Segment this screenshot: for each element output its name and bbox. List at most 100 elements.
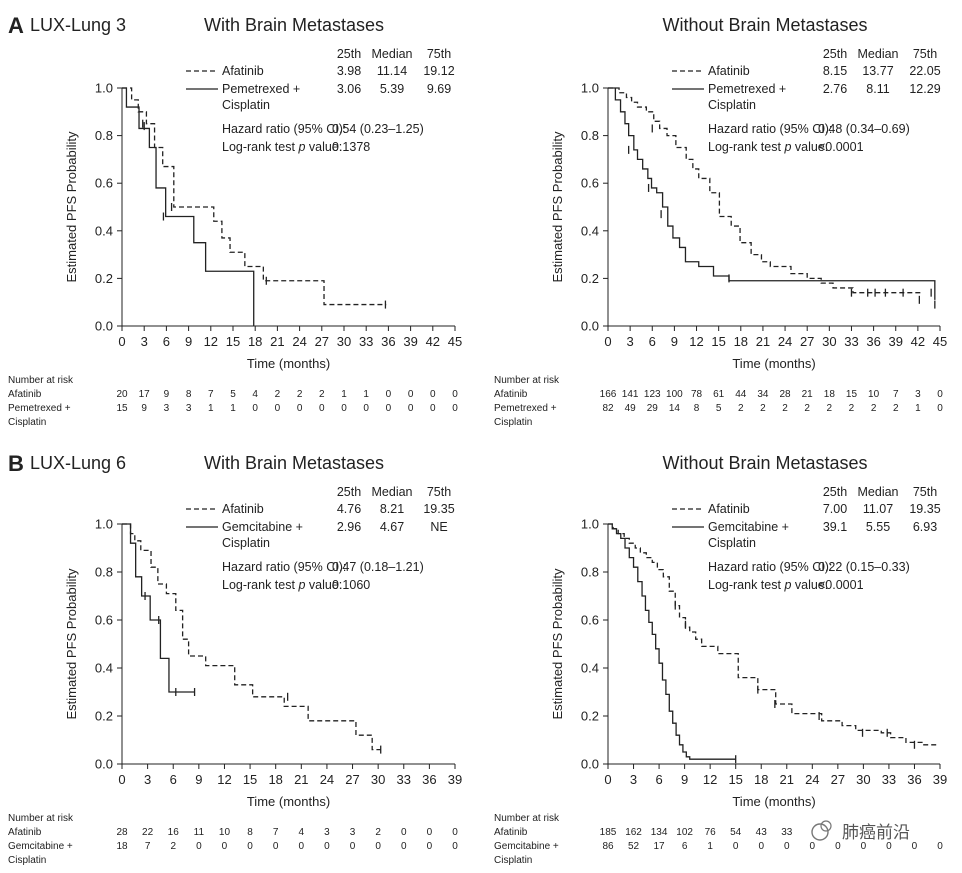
- risk-count: 28: [116, 827, 128, 838]
- legend-value: 5.39: [380, 82, 404, 96]
- risk-count: 0: [937, 841, 943, 852]
- logrank-value: <0.0001: [818, 140, 864, 154]
- x-tick-label: 33: [844, 334, 858, 349]
- risk-count: 2: [170, 841, 176, 852]
- x-tick-label: 3: [627, 334, 634, 349]
- x-tick-label: 45: [933, 334, 947, 349]
- y-tick-label: 0.8: [95, 565, 113, 580]
- x-axis-label: Time (months): [732, 794, 815, 809]
- risk-count: 0: [452, 403, 458, 414]
- legend-label: Afatinib: [708, 502, 750, 516]
- legend-header: 25th: [823, 485, 847, 499]
- risk-count: 0: [401, 827, 407, 838]
- x-tick-label: 9: [681, 772, 688, 787]
- risk-count: 2: [319, 389, 325, 400]
- logrank-value: 0.1060: [332, 578, 370, 592]
- risk-count: 76: [705, 827, 717, 838]
- logrank-label: Log-rank test p value:: [222, 140, 342, 154]
- risk-count: 3: [186, 403, 192, 414]
- risk-row-label: Pemetrexed +: [8, 403, 71, 414]
- risk-count: 33: [781, 827, 793, 838]
- risk-count: 82: [602, 403, 614, 414]
- x-tick-label: 0: [118, 334, 125, 349]
- legend-value: 9.69: [427, 82, 451, 96]
- y-tick-label: 0.4: [95, 223, 113, 238]
- series-line-chemo: [608, 87, 936, 300]
- series-line-afatinib: [122, 87, 387, 306]
- risk-count: 0: [733, 841, 739, 852]
- risk-count: 8: [247, 827, 253, 838]
- km-plot: 0.00.20.40.60.81.00 3 6 9 12 15 18 21 24 27 30 33 36…: [494, 485, 947, 866]
- y-tick-label: 0.4: [581, 223, 599, 238]
- risk-count: 10: [219, 827, 231, 838]
- risk-count: 166: [600, 389, 617, 400]
- km-plot: 0.00.20.40.60.81.00 3 6 9 12 15 18 21 24 27 30 33 36…: [494, 47, 947, 428]
- x-tick-label: 15: [243, 772, 257, 787]
- risk-count: 0: [886, 841, 892, 852]
- hazard-ratio-value: 0.54 (0.23–1.25): [332, 122, 424, 136]
- logrank-value: 0.1378: [332, 140, 370, 154]
- risk-count: 21: [802, 389, 814, 400]
- series-line-chemo: [122, 87, 255, 326]
- risk-count: 0: [810, 841, 816, 852]
- risk-count: 0: [386, 389, 392, 400]
- x-tick-label: 39: [448, 772, 462, 787]
- y-axis-label: Estimated PFS Probability: [64, 568, 79, 720]
- risk-count: 1: [341, 389, 347, 400]
- risk-count: 10: [868, 389, 880, 400]
- legend-header: Median: [858, 47, 899, 61]
- risk-row-label: Pemetrexed +: [494, 403, 557, 414]
- risk-count: 0: [273, 841, 279, 852]
- risk-count: 7: [145, 841, 151, 852]
- risk-count: 100: [666, 389, 683, 400]
- hazard-ratio-label: Hazard ratio (95% CI):: [708, 560, 832, 574]
- risk-count: 185: [600, 827, 617, 838]
- x-tick-label: 6: [163, 334, 170, 349]
- plot-title: With Brain Metastases: [204, 453, 384, 473]
- legend-label-cont: Cisplatin: [222, 536, 270, 550]
- risk-count: 2: [782, 403, 788, 414]
- risk-count: 29: [647, 403, 659, 414]
- x-tick-label: 33: [397, 772, 411, 787]
- legend-label: Afatinib: [708, 64, 750, 78]
- risk-count: 2: [375, 827, 381, 838]
- y-tick-label: 0.4: [95, 661, 113, 676]
- y-tick-label: 0.0: [581, 757, 599, 772]
- legend-value: NE: [430, 520, 447, 534]
- y-tick-label: 1.0: [95, 517, 113, 532]
- x-tick-label: 27: [800, 334, 814, 349]
- x-tick-label: 18: [754, 772, 768, 787]
- risk-count: 1: [208, 403, 214, 414]
- plots-layer: 0.00.20.40.60.81.00 3 6 9 12 15 18 21 24 27 30 33 36…: [8, 47, 947, 866]
- legend-header: 25th: [337, 485, 361, 499]
- risk-count: 3: [324, 827, 330, 838]
- x-tick-label: 18: [268, 772, 282, 787]
- x-tick-label: 24: [292, 334, 306, 349]
- x-tick-label: 12: [689, 334, 703, 349]
- x-tick-label: 6: [649, 334, 656, 349]
- x-tick-label: 21: [780, 772, 794, 787]
- watermark-logo-icon: [811, 820, 832, 841]
- legend-value: 22.05: [909, 64, 940, 78]
- x-tick-label: 30: [337, 334, 351, 349]
- risk-count: 7: [893, 389, 899, 400]
- hazard-ratio-label: Hazard ratio (95% CI):: [222, 122, 346, 136]
- risk-count: 0: [363, 403, 369, 414]
- x-tick-label: 15: [711, 334, 725, 349]
- y-tick-label: 0.6: [581, 613, 599, 628]
- legend-value: 13.77: [862, 64, 893, 78]
- x-tick-label: 3: [630, 772, 637, 787]
- risk-row-label: Gemcitabine +: [494, 841, 559, 852]
- risk-count: 15: [846, 389, 858, 400]
- legend-label-cont: Cisplatin: [708, 536, 756, 550]
- y-tick-label: 0.2: [581, 709, 599, 724]
- x-tick-label: 27: [345, 772, 359, 787]
- x-tick-label: 24: [805, 772, 819, 787]
- series-line-afatinib: [608, 87, 923, 294]
- risk-count: 3: [350, 827, 356, 838]
- x-tick-label: 6: [170, 772, 177, 787]
- x-tick-label: 42: [426, 334, 440, 349]
- legend-label: Afatinib: [222, 502, 264, 516]
- y-tick-label: 0.6: [95, 613, 113, 628]
